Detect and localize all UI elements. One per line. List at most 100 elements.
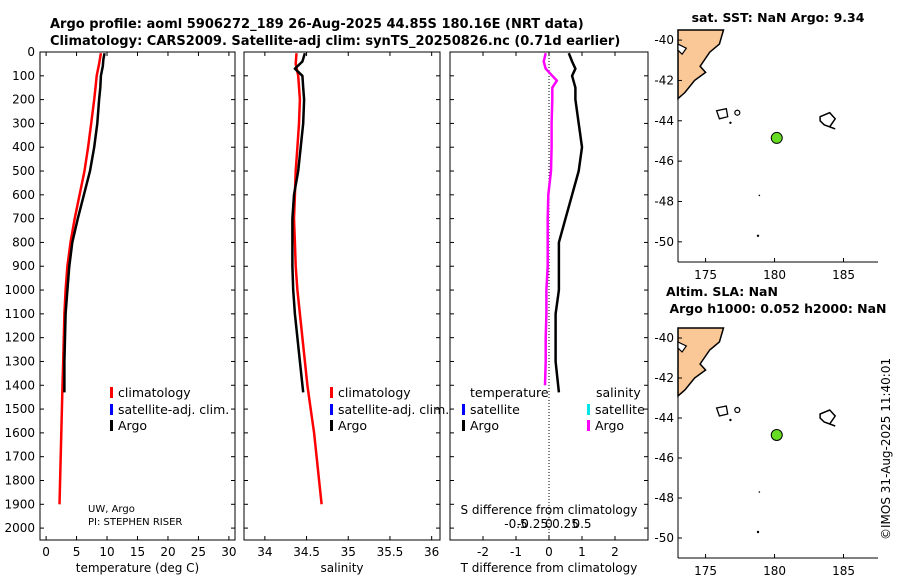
map-sst-profile-marker bbox=[770, 131, 783, 144]
figure-title-line2: Climatology: CARS2009. Satellite-adj cli… bbox=[50, 34, 620, 49]
map-sst-islet-small bbox=[729, 121, 732, 125]
sla-map-panel: -40 -42 -44 -46 -48 -50 175 180 185 Altim. SLA: N… bbox=[654, 284, 886, 578]
temp-xlabel: temperature (deg C) bbox=[76, 561, 199, 575]
temp-xtick-label: 30 bbox=[221, 545, 236, 559]
map-sst-ytick-label: -50 bbox=[654, 235, 674, 249]
depth-tick-label: 1200 bbox=[4, 331, 35, 345]
depth-tick-label: 100 bbox=[12, 69, 35, 83]
temp-legend-satellite-label: satellite-adj. clim. bbox=[118, 402, 229, 417]
map-sla-profile-marker bbox=[770, 429, 783, 441]
sal-legend-satellite-swatch bbox=[330, 404, 333, 415]
diff-legend-temperature-title: temperature bbox=[470, 385, 549, 400]
sal-frame bbox=[243, 51, 441, 541]
depth-tick-label: 1700 bbox=[4, 450, 35, 464]
diff-legend-t-argo-swatch bbox=[462, 420, 465, 431]
credit-line2: PI: STEPHEN RISER bbox=[88, 517, 182, 528]
diff-temperature-line bbox=[554, 52, 584, 393]
diff-s-xlabel: S difference from climatology bbox=[461, 503, 638, 517]
temp-legend-argo-swatch bbox=[110, 420, 113, 431]
depth-tick-label: 500 bbox=[12, 164, 35, 178]
sal-climatology-line bbox=[292, 53, 323, 505]
diff-s-tick-label: 0.5 bbox=[572, 517, 591, 531]
depth-tick-label: 1500 bbox=[4, 402, 35, 416]
map-sst-ytick-label: -40 bbox=[654, 33, 674, 47]
diff-s-tick-label: -0.5 bbox=[504, 517, 527, 531]
temp-legend-argo-label: Argo bbox=[118, 418, 147, 433]
map-sst-xtick-label: 175 bbox=[694, 268, 717, 282]
depth-tick-label: 400 bbox=[12, 140, 35, 154]
map-sla-chatham-island bbox=[819, 409, 837, 427]
temp-xtick-label: 0 bbox=[42, 545, 50, 559]
map-sla-islet bbox=[734, 406, 741, 414]
map-sla-ytick-label: -46 bbox=[654, 451, 674, 465]
sst-map-panel: -40 -42 -44 -46 -48 -50 175 180 185 sat. SST: NaN… bbox=[654, 10, 878, 282]
depth-tick-label: 1900 bbox=[4, 497, 35, 511]
map-sst-ytick-label: -42 bbox=[654, 73, 674, 87]
diff-s-tick-label: -0.25 bbox=[517, 517, 548, 531]
map-sla-ytick-label: -44 bbox=[654, 411, 674, 425]
map-sst-title: sat. SST: NaN Argo: 9.34 bbox=[692, 10, 865, 25]
map-sla-xtick-label: 175 bbox=[694, 564, 717, 578]
map-sst-xtick-label: 180 bbox=[763, 268, 786, 282]
map-sla-ytick-label: -40 bbox=[654, 331, 674, 345]
sal-xtick-label: 34 bbox=[257, 545, 272, 559]
diff-legend-t-satellite-swatch bbox=[462, 404, 465, 415]
diff-legend-t-satellite-label: satellite bbox=[470, 402, 520, 417]
map-sla-islet-dot2 bbox=[756, 530, 760, 534]
figure-title-line1: Argo profile: aoml 5906272_189 26-Aug-20… bbox=[50, 17, 584, 32]
sal-legend-climatology-swatch bbox=[330, 387, 333, 398]
map-sla-ytick-label: -50 bbox=[654, 531, 674, 545]
depth-tick-label: 900 bbox=[12, 259, 35, 273]
depth-tick-label: 1600 bbox=[4, 426, 35, 440]
sal-xtick-label: 35 bbox=[341, 545, 356, 559]
depth-tick-label: 600 bbox=[12, 188, 35, 202]
temp-legend-climatology-swatch bbox=[110, 387, 113, 398]
map-sla-xtick-label: 180 bbox=[763, 564, 786, 578]
depth-tick-label: 1100 bbox=[4, 307, 35, 321]
credit-line1: UW, Argo bbox=[88, 504, 135, 515]
depth-tick-label: 200 bbox=[12, 93, 35, 107]
depth-tick-label: 800 bbox=[12, 235, 35, 249]
diff-s-tick-label: 0.25 bbox=[552, 517, 579, 531]
depth-tick-label: 0 bbox=[27, 45, 35, 59]
map-sst-islet-dot bbox=[758, 194, 761, 197]
diff-legend-s-satellite-label: satellite bbox=[595, 402, 645, 417]
diff-xtick-label: -1 bbox=[510, 545, 522, 559]
map-sla-background bbox=[678, 328, 878, 558]
map-sla-xtick-label: 185 bbox=[832, 564, 855, 578]
temp-xtick-label: 5 bbox=[73, 545, 81, 559]
map-sla-title-line1: Altim. SLA: NaN bbox=[666, 284, 778, 299]
map-sst-ytick-label: -48 bbox=[654, 194, 674, 208]
map-sla-ytick-label: -48 bbox=[654, 491, 674, 505]
diff-xtick-label: 2 bbox=[611, 545, 619, 559]
sal-xtick-label: 36 bbox=[424, 545, 439, 559]
diff-legend-s-argo-swatch bbox=[587, 420, 590, 431]
diff-legend-s-argo-label: Argo bbox=[595, 418, 624, 433]
depth-tick-label: 2000 bbox=[4, 521, 35, 535]
temp-climatology-line bbox=[58, 52, 103, 505]
sal-xtick-label: 34.5 bbox=[293, 545, 320, 559]
depth-tick-label: 1300 bbox=[4, 354, 35, 368]
sal-xlabel: salinity bbox=[320, 561, 363, 575]
map-sst-xtick-label: 185 bbox=[832, 268, 855, 282]
temp-legend-satellite-swatch bbox=[110, 404, 113, 415]
map-sst-islet-dot2 bbox=[756, 234, 760, 237]
diff-xtick-label: 1 bbox=[578, 545, 586, 559]
difference-panel: -2 -1 0 1 2 T difference from climatology -0.5… bbox=[449, 51, 649, 575]
map-sst-background bbox=[678, 30, 878, 262]
depth-tick-label: 1400 bbox=[4, 378, 35, 392]
depth-tick-label: 300 bbox=[12, 116, 35, 130]
temp-legend-climatology-label: climatology bbox=[118, 385, 191, 400]
diff-salinity-line bbox=[542, 52, 559, 386]
map-sla-land bbox=[677, 327, 725, 398]
temp-xtick-label: 10 bbox=[99, 545, 114, 559]
salinity-panel: 34 34.5 35 35.5 36 salinity climatology satelli… bbox=[243, 51, 449, 575]
depth-tick-label: 700 bbox=[12, 212, 35, 226]
sal-argo-line bbox=[291, 52, 307, 393]
temp-xtick-label: 15 bbox=[130, 545, 145, 559]
sal-legend-satellite-label: satellite-adj. clim. bbox=[338, 402, 449, 417]
map-sst-ytick-label: -44 bbox=[654, 114, 674, 128]
sal-legend-argo-label: Argo bbox=[338, 418, 367, 433]
map-sla-title-line2: Argo h1000: 0.052 h2000: NaN bbox=[669, 301, 886, 316]
